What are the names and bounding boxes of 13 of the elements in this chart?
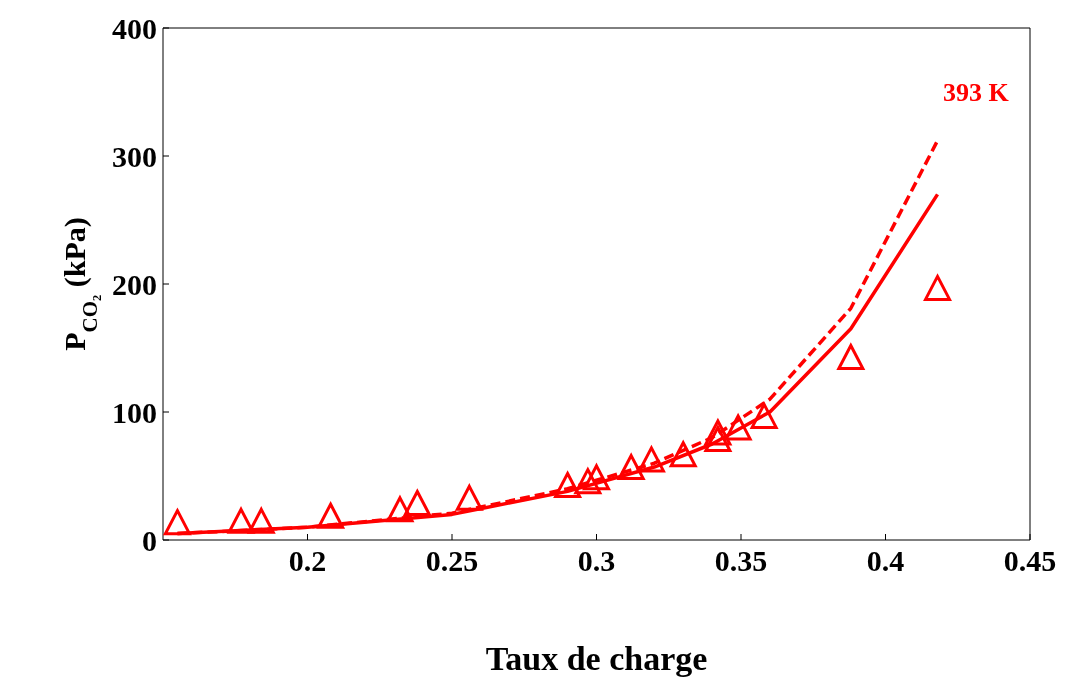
y-tick-label: 0 <box>142 523 157 557</box>
x-tick-label: 0.25 <box>425 544 479 578</box>
x-tick-label: 0.3 <box>577 544 616 578</box>
x-axis-title: Taux de charge <box>485 640 708 677</box>
y-tick-label: 300 <box>112 139 157 173</box>
y-tick-label: 200 <box>112 267 157 301</box>
x-tick-label: 0.45 <box>1003 544 1057 578</box>
x-tick-label: 0.4 <box>866 544 905 578</box>
x-tick-label: 0.2 <box>288 544 327 578</box>
y-tick-label: 100 <box>112 395 157 429</box>
x-tick-label: 0.35 <box>714 544 768 578</box>
annotation: 393 K <box>943 78 1009 108</box>
y-tick-label: 400 <box>112 11 157 45</box>
